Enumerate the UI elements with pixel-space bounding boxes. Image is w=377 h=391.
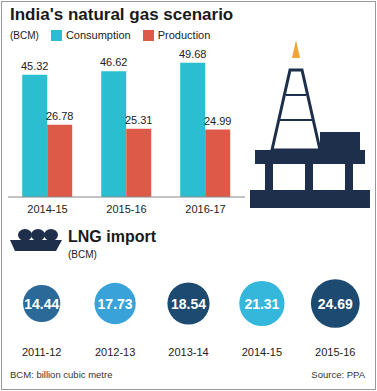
svg-text:25.31: 25.31	[125, 114, 153, 126]
svg-text:2011-12: 2011-12	[22, 346, 62, 358]
svg-text:26.78: 26.78	[46, 110, 74, 122]
svg-text:2014-15: 2014-15	[27, 203, 67, 215]
html-text:India's natural gas scenario: India's natural gas scenario	[10, 5, 234, 24]
svg-text:49.68: 49.68	[179, 48, 207, 60]
svg-text:24.99: 24.99	[204, 115, 232, 127]
svg-text:2013-14: 2013-14	[168, 346, 208, 358]
html-text:LNG import: LNG import	[68, 228, 156, 245]
svg-text:24.69: 24.69	[318, 296, 353, 312]
html-text:(BCM): (BCM)	[10, 29, 39, 41]
svg-text:2014-15: 2014-15	[242, 346, 282, 358]
svg-text:2015-16: 2015-16	[315, 346, 355, 358]
html-text:Consumption: Consumption	[65, 29, 131, 41]
svg-text:2015-16: 2015-16	[106, 203, 146, 215]
svg-text:17.73: 17.73	[98, 296, 133, 312]
svg-text:45.32: 45.32	[21, 60, 49, 72]
html-text:BCM: billion cubic metre: BCM: billion cubic metre	[10, 369, 113, 380]
html-text:(BCM): (BCM)	[68, 249, 97, 260]
svg-text:46.62: 46.62	[100, 56, 128, 68]
svg-text:18.54: 18.54	[171, 296, 206, 312]
svg-text:2016-17: 2016-17	[185, 203, 225, 215]
svg-text:21.31: 21.31	[244, 296, 279, 312]
html-text:Production: Production	[157, 29, 211, 41]
html-text:Source: PPA: Source: PPA	[311, 369, 365, 380]
svg-text:14.44: 14.44	[24, 296, 59, 312]
svg-text:2012-13: 2012-13	[95, 346, 135, 358]
